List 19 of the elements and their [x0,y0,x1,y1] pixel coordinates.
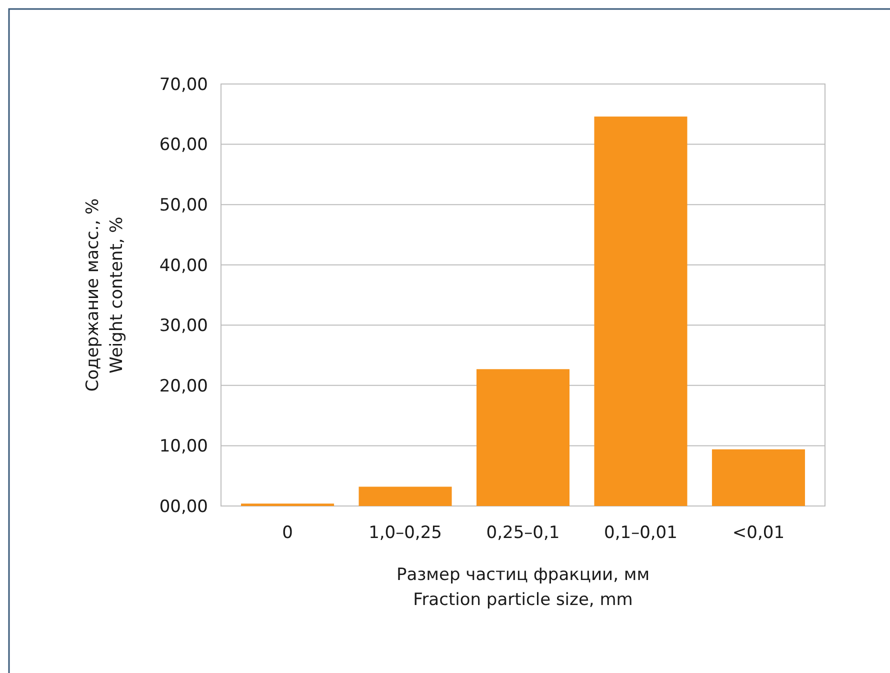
y-tick-label: 50,00 [159,196,208,216]
y-tick-label: 20,00 [159,376,208,396]
bar [476,369,570,506]
y-tick-label: 60,00 [159,135,208,156]
y-tick-label: 70,00 [159,74,208,95]
bar [594,116,688,506]
y-tick-label: 00,00 [159,496,208,517]
x-tick-label: 1,0–0,25 [368,523,442,543]
y-tick-label: 30,00 [159,316,208,336]
y-tick-label: 10,00 [159,436,208,457]
x-tick-label: 0,1–0,01 [604,523,678,543]
bar [712,449,805,506]
x-axis-title: Размер частиц фракции, мм Fraction particle size, mm [396,565,650,610]
x-tick-label: 0 [282,523,293,543]
x-tick-label: <0,01 [732,523,785,543]
y-tick-label: 40,00 [159,256,208,276]
x-tick-label: 0,25–0,1 [486,523,560,543]
bar [358,486,452,506]
y-axis-title: Содержание масс., % Weight content, % [83,198,127,392]
